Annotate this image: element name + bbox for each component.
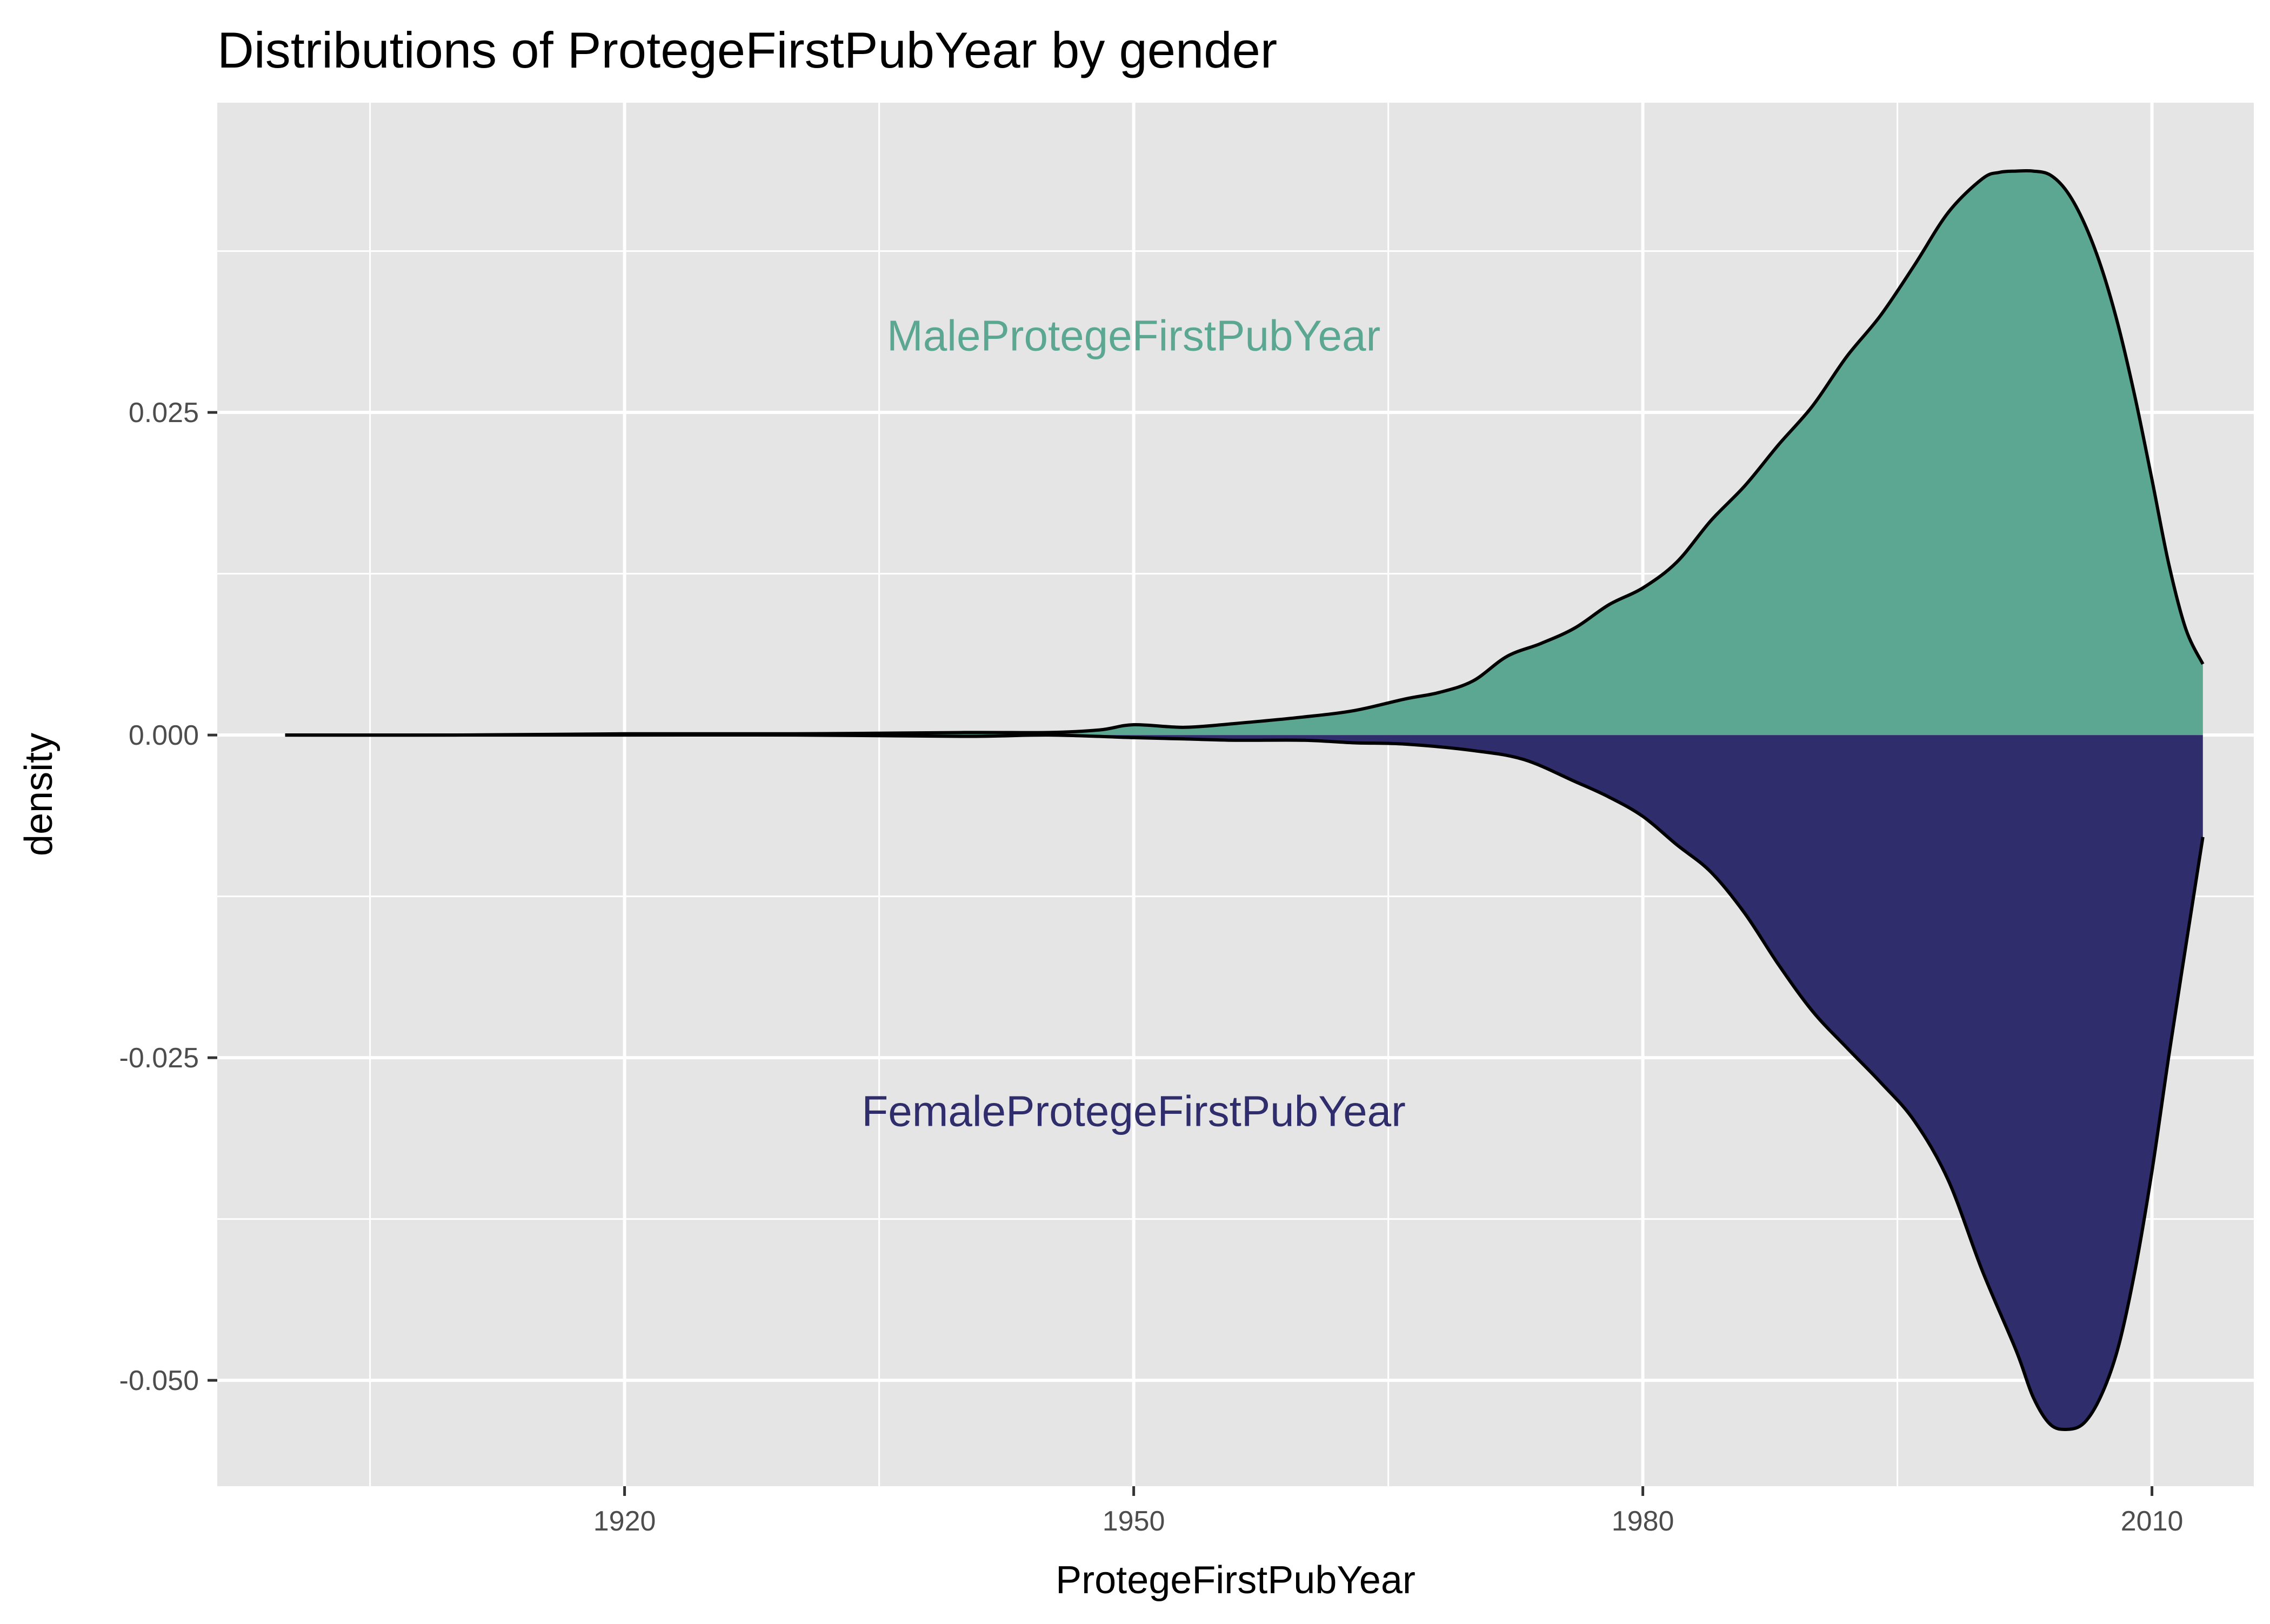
- y-tick-label: -0.025: [119, 1042, 199, 1074]
- y-tick-labels: 0.025 0.000 -0.025 -0.050: [119, 397, 199, 1396]
- density-area-maleprotegefirstpubyear: [285, 170, 2203, 736]
- density-areas: [285, 169, 2205, 1432]
- x-tick-label: 1980: [1612, 1506, 1674, 1537]
- series-label-maleprotegefirstpubyear: MaleProtegeFirstPubYear: [887, 312, 1380, 360]
- y-tick-label: 0.025: [129, 397, 199, 429]
- x-tick-labels: 1920 1950 1980 2010: [593, 1506, 2184, 1537]
- y-tick-label: -0.050: [119, 1365, 199, 1396]
- x-tick-label: 1950: [1103, 1506, 1165, 1537]
- density-line-maleprotegefirstpubyear: [285, 169, 2205, 737]
- x-tick-label: 1920: [593, 1506, 656, 1537]
- chart-title: Distributions of ProtegeFirstPubYear by …: [217, 22, 1277, 78]
- series-labels: MaleProtegeFirstPubYear FemaleProtegeFirs…: [862, 312, 1405, 1135]
- x-tick-label: 2010: [2121, 1506, 2184, 1537]
- density-line-femaleprotegefirstpubyear: [285, 733, 2205, 1432]
- y-tick-label: 0.000: [129, 720, 199, 751]
- series-label-femaleprotegefirstpubyear: FemaleProtegeFirstPubYear: [862, 1087, 1405, 1135]
- density-area-femaleprotegefirstpubyear: [285, 734, 2203, 1430]
- x-axis-title: ProtegeFirstPubYear: [1056, 1559, 1416, 1602]
- axis-ticks: [208, 411, 2154, 1496]
- y-axis-title: density: [17, 733, 61, 856]
